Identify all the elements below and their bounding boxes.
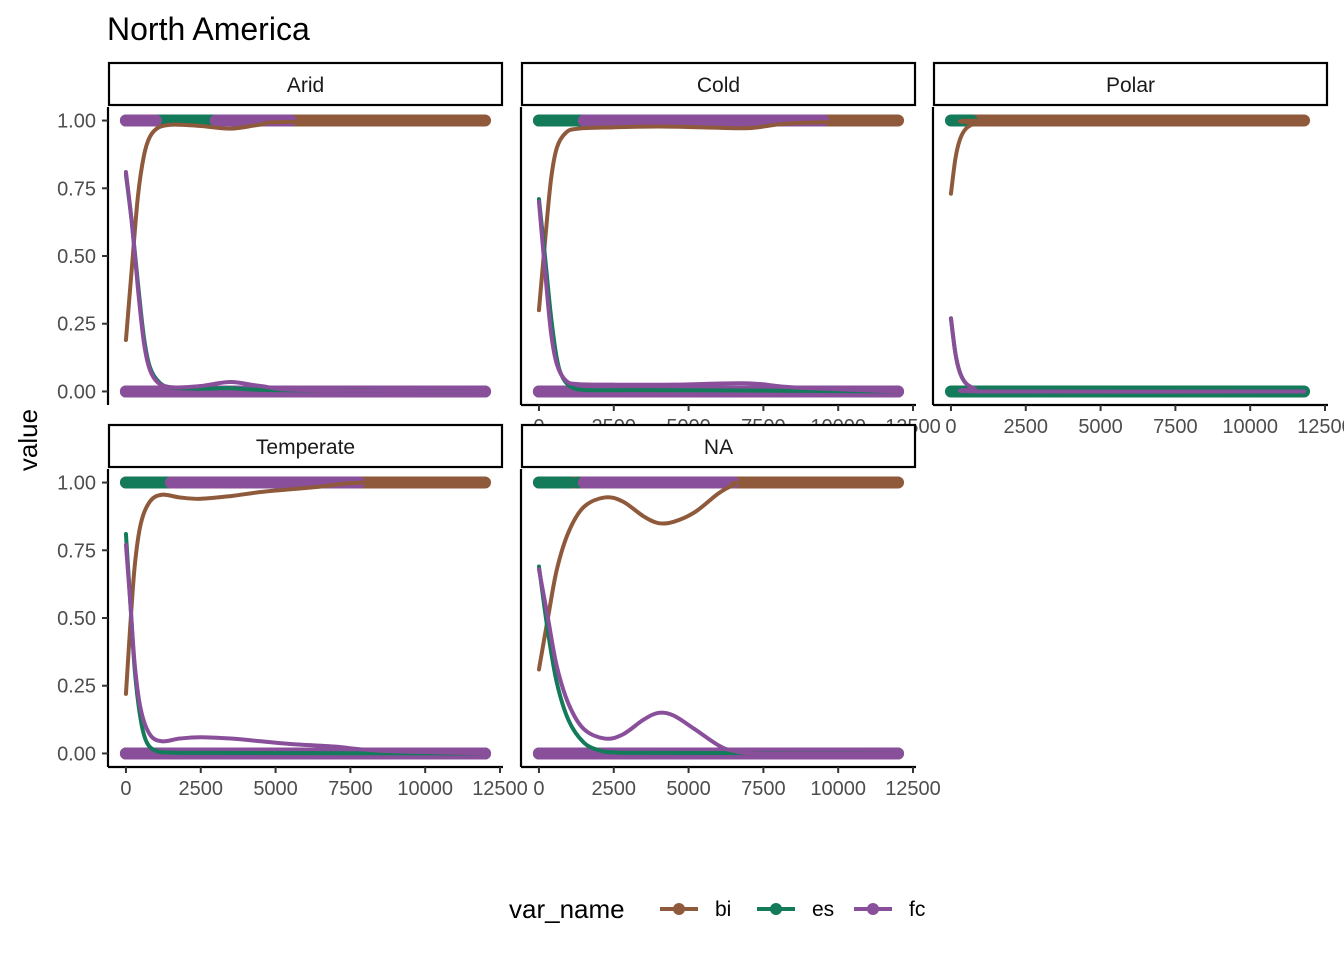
smooth-line-es bbox=[123, 172, 488, 394]
y-tick-label: 0.75 bbox=[57, 178, 96, 200]
smooth-line-es bbox=[123, 532, 488, 756]
y-tick-label: 1.00 bbox=[57, 473, 96, 495]
facet-strip-label: Polar bbox=[1106, 74, 1155, 97]
facet-strip-label: NA bbox=[704, 436, 733, 459]
smooth-line-bi bbox=[536, 118, 901, 313]
legend-label: fc bbox=[909, 898, 925, 921]
x-tick-label: 2500 bbox=[1004, 416, 1049, 438]
x-tick-label: 2500 bbox=[179, 778, 224, 800]
x-tick-label: 5000 bbox=[1078, 416, 1123, 438]
panel-arid: Arid 0.00 0.25 0.50 0.75 1.00 bbox=[57, 61, 504, 405]
x-tick-label: 10000 bbox=[397, 778, 453, 800]
x-tick-label: 0 bbox=[120, 778, 131, 800]
y-tick-label: 0.25 bbox=[57, 676, 96, 698]
panel-data bbox=[119, 114, 492, 398]
panel-polar: Polar 0 2500 5000 7500 10000 12500 bbox=[931, 61, 1344, 438]
smooth-line-es bbox=[536, 197, 901, 394]
facet-strip bbox=[107, 423, 504, 469]
x-tick-label: 7500 bbox=[1153, 416, 1198, 438]
smooth-line-bi bbox=[123, 480, 488, 696]
x-tick-label: 0 bbox=[945, 416, 956, 438]
panel-temperate: Temperate 0.00 0.25 0.50 0.75 1.00 0 2500 5000 75… bbox=[57, 423, 528, 800]
panel-cold: Cold02500500075001000012500 bbox=[519, 61, 941, 438]
smooth-line-es bbox=[536, 564, 901, 756]
x-tick-label: 5000 bbox=[253, 778, 298, 800]
x-tick-label: 5000 bbox=[666, 778, 711, 800]
legend-key-point bbox=[867, 903, 879, 915]
legend: var_name bi es fc bbox=[509, 894, 925, 924]
chart-title: North America bbox=[107, 11, 310, 47]
y-tick-label: 0.00 bbox=[57, 743, 96, 765]
x-tick-label: 7500 bbox=[328, 778, 373, 800]
smooth-line-es bbox=[948, 316, 1307, 394]
legend-item-fc: fc bbox=[854, 898, 925, 921]
facet-strip bbox=[932, 61, 1329, 107]
smooth-line-fc bbox=[948, 316, 1307, 394]
smooth-line-bi bbox=[123, 118, 488, 342]
legend-key-point bbox=[673, 903, 685, 915]
x-tick-label: 10000 bbox=[1222, 416, 1278, 438]
x-tick-label: 0 bbox=[533, 778, 544, 800]
legend-item-bi: bi bbox=[660, 898, 731, 921]
facet-strip bbox=[107, 61, 504, 107]
panel-na: NA 0 2500 5000 7500 10000 12500 bbox=[519, 423, 941, 800]
legend-item-es: es bbox=[757, 898, 834, 921]
x-tick-label: 7500 bbox=[741, 778, 786, 800]
smooth-line-fc bbox=[123, 542, 488, 756]
smooth-line-bi bbox=[536, 480, 901, 672]
panel-data bbox=[119, 476, 492, 760]
facet-strip-label: Cold bbox=[697, 74, 740, 97]
y-tick-label: 1.00 bbox=[57, 111, 96, 133]
panel-data bbox=[532, 476, 905, 760]
smooth-line-fc bbox=[536, 199, 901, 394]
smooth-line-bi bbox=[948, 118, 1307, 196]
x-tick-label: 12500 bbox=[885, 778, 941, 800]
facet-strip-label: Arid bbox=[287, 74, 324, 97]
legend-title: var_name bbox=[509, 894, 625, 924]
smooth-line-fc bbox=[123, 170, 488, 394]
facet-strip bbox=[520, 423, 917, 469]
y-tick-label: 0.25 bbox=[57, 314, 96, 336]
y-tick-label: 0.00 bbox=[57, 381, 96, 403]
point-es bbox=[197, 114, 210, 127]
x-tick-label: 10000 bbox=[810, 778, 866, 800]
y-tick-label: 0.75 bbox=[57, 540, 96, 562]
panel-data bbox=[532, 114, 905, 398]
panels: Arid0.000.250.500.751.00Cold025005000750… bbox=[57, 61, 1344, 800]
x-tick-label: 2500 bbox=[592, 778, 637, 800]
panel-data bbox=[944, 114, 1311, 398]
x-tick-label: 12500 bbox=[472, 778, 528, 800]
facet-strip bbox=[520, 61, 917, 107]
legend-label: bi bbox=[715, 898, 731, 921]
legend-key-point bbox=[770, 903, 782, 915]
smooth-line-fc bbox=[536, 567, 901, 756]
facet-strip-label: Temperate bbox=[256, 436, 355, 459]
legend-label: es bbox=[812, 898, 834, 921]
y-tick-label: 0.50 bbox=[57, 608, 96, 630]
y-tick-label: 0.50 bbox=[57, 246, 96, 268]
y-axis-title: value bbox=[13, 409, 43, 471]
x-tick-label: 12500 bbox=[1297, 416, 1344, 438]
